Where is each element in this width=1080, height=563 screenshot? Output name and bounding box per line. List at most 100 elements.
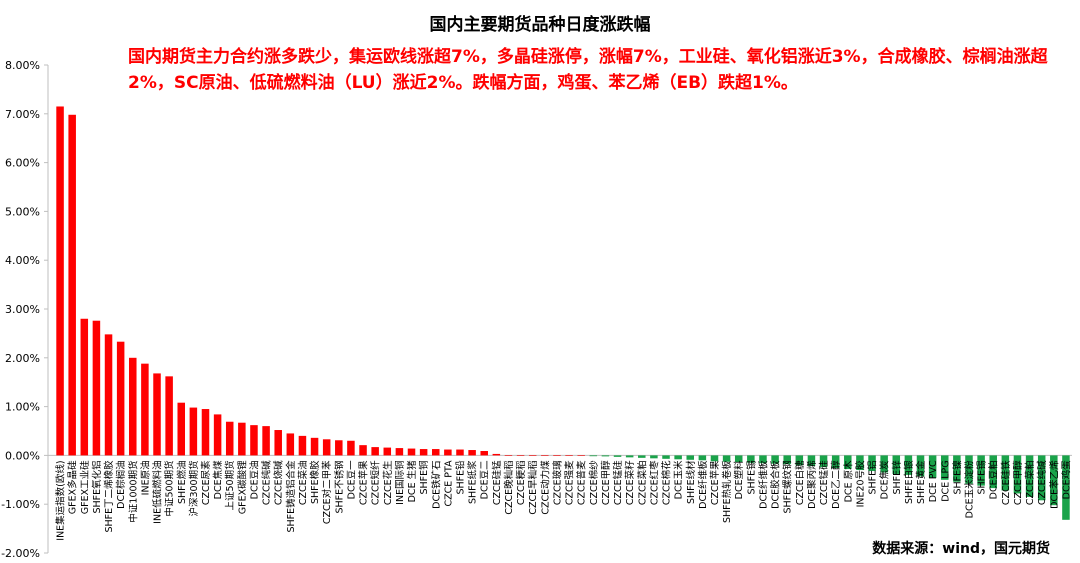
category-label: CZCE甲醇	[1012, 460, 1024, 505]
category-label: DCE鸡蛋	[1060, 460, 1072, 499]
y-tick-label: 7.00%	[5, 108, 40, 121]
bar	[541, 455, 549, 456]
category-label: DCE聚丙烯	[806, 460, 818, 509]
category-label: DCE豆粕	[988, 460, 1000, 499]
chart-subtitle: 国内期货主力合约涨多跌少，集运欧线涨超7%，多晶硅涨停，涨幅7%，工业硅、氧化铝…	[128, 47, 1048, 93]
category-label: CZCE纯碱	[1036, 460, 1048, 505]
category-label: CZCE白糖	[794, 460, 806, 505]
bar	[856, 455, 864, 471]
category-label: INE集运指数(欧线)	[55, 460, 67, 540]
category-label: SHFE氧化铝	[91, 460, 103, 513]
category-label: DCE LPG	[940, 460, 951, 501]
category-label: SHFE热轧卷板	[721, 460, 733, 523]
category-label: DCE焦炭	[879, 460, 891, 499]
y-tick-label: 0.00%	[5, 449, 40, 462]
bar	[868, 455, 876, 472]
bar	[734, 455, 743, 463]
bar	[480, 451, 488, 456]
category-label: SHFE锡	[745, 460, 757, 494]
bar	[504, 455, 513, 456]
bar	[359, 445, 367, 456]
bar	[662, 455, 670, 459]
category-label: CZCE动力煤	[539, 460, 551, 515]
category-label: DCE豆一	[346, 460, 357, 499]
category-label: SHFE燃油	[176, 460, 188, 504]
category-label: SHFE橡胶	[309, 460, 321, 504]
bar	[553, 455, 561, 456]
category-label: 中证1000期货	[127, 460, 139, 522]
bar	[928, 455, 937, 478]
bar	[795, 455, 804, 466]
bar-series	[56, 106, 1070, 520]
bar	[274, 430, 282, 456]
bar	[68, 114, 76, 456]
category-label: CZCE强麦	[564, 460, 576, 505]
category-label: INE原油	[139, 460, 151, 495]
category-label: DCE胶合板	[770, 460, 782, 509]
category-label: CZCE烧碱	[273, 460, 285, 505]
category-label: CZCE晚籼稻	[503, 460, 515, 514]
bar	[1037, 455, 1046, 501]
category-label: GFEX碳酸锂	[236, 460, 248, 514]
bar	[468, 450, 476, 456]
category-label: SHFE丁二烯橡胶	[103, 460, 115, 533]
category-label: INE20号胶	[854, 460, 866, 507]
category-label: CZCE玻璃	[551, 460, 563, 505]
category-label: SHFE螺纹钢	[782, 460, 794, 513]
category-label: CZCE早籼稻	[527, 460, 539, 514]
category-label: CZCE短纤	[370, 460, 382, 505]
y-tick-label: 5.00%	[5, 205, 40, 218]
bar	[238, 422, 246, 456]
category-label: 上证50期货	[224, 460, 236, 510]
category-label: DCE玉米	[673, 460, 685, 499]
bar	[407, 448, 416, 456]
y-tick-label: 3.00%	[5, 303, 40, 316]
category-label: CZCE棉花	[661, 460, 673, 505]
bar	[674, 455, 682, 460]
bar	[940, 455, 949, 480]
bar	[759, 455, 767, 464]
category-label: CZCE普麦	[576, 460, 588, 505]
bar	[189, 407, 198, 456]
category-label: SHFE线材	[685, 460, 697, 504]
bar	[322, 439, 331, 456]
bar	[444, 449, 452, 456]
category-label: DCE纤维板	[757, 460, 769, 509]
category-label: CZCE PTA	[443, 460, 454, 507]
category-label: DCE棕榈油	[115, 460, 127, 508]
category-label: SHFE不锈钢	[333, 460, 345, 513]
bar	[638, 455, 646, 458]
bar	[953, 455, 961, 482]
bar	[262, 426, 270, 456]
bar	[141, 363, 149, 456]
category-label: CZCE粳稻	[515, 460, 527, 505]
category-label: GFEX多晶硅	[67, 460, 79, 514]
bar	[177, 402, 186, 456]
category-label: DCE塑料	[733, 460, 745, 499]
bar	[516, 455, 525, 456]
bar	[1013, 455, 1022, 494]
bar	[686, 455, 695, 460]
category-label: SHFE铜	[418, 460, 430, 494]
bar	[916, 455, 925, 477]
category-label: CZCE尿素	[200, 460, 212, 505]
bar	[528, 455, 537, 456]
category-label: CZCE对二甲苯	[321, 460, 333, 524]
category-label: SHFE锌	[891, 460, 903, 495]
category-label: SHFE铅	[454, 460, 466, 495]
category-label: CZCE菜粕	[1024, 460, 1036, 505]
bar	[710, 455, 719, 462]
category-label: DCE玉米淀粉	[963, 460, 975, 518]
category-label: CZCE纯碱	[261, 460, 273, 505]
bar	[1062, 455, 1070, 520]
bar	[965, 455, 973, 484]
bar	[250, 425, 258, 456]
bar	[371, 447, 379, 456]
bar	[819, 455, 828, 468]
bar	[298, 435, 307, 456]
bar	[431, 449, 440, 456]
category-label: SHFE锡	[976, 460, 988, 494]
bar	[310, 437, 319, 456]
y-tick-label: 6.00%	[5, 157, 40, 170]
bar	[577, 455, 585, 456]
